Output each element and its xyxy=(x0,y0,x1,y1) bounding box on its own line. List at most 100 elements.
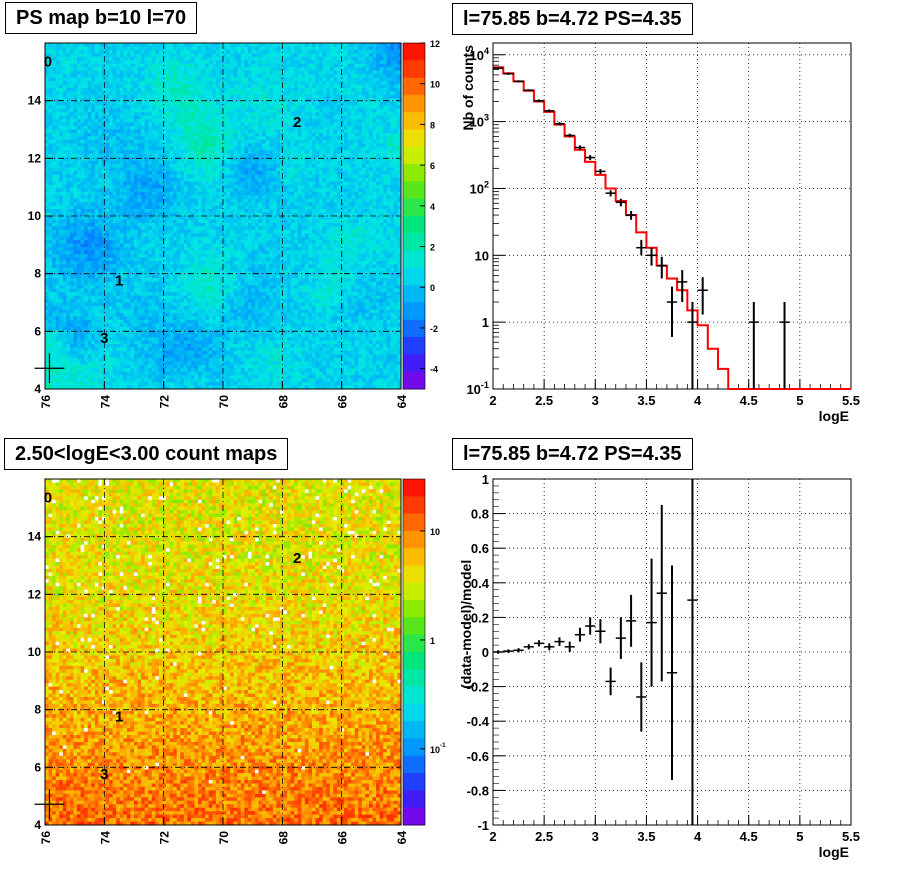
heatmap-cell xyxy=(219,43,224,47)
heatmap-cell xyxy=(230,126,235,130)
heatmap-cell xyxy=(287,122,292,127)
heatmap-cell xyxy=(312,84,316,89)
heatmap-cell xyxy=(45,184,49,189)
heatmap-cell xyxy=(105,105,110,110)
heatmap-cell xyxy=(354,212,359,217)
heatmap-cell xyxy=(141,115,146,120)
heatmap-cell xyxy=(230,171,235,175)
heatmap-cell xyxy=(66,171,71,175)
heatmap-cell xyxy=(180,160,185,165)
heatmap-cell xyxy=(361,91,366,96)
heatmap-cell xyxy=(173,77,178,82)
heatmap-cell xyxy=(383,171,388,175)
heatmap-cell xyxy=(169,146,174,151)
heatmap-cell xyxy=(376,108,381,113)
heatmap-cell xyxy=(329,164,334,168)
heatmap-cell xyxy=(365,174,370,179)
heatmap-cell xyxy=(351,63,356,68)
heatmap-cell xyxy=(393,160,398,165)
heatmap-cell xyxy=(141,177,146,182)
heatmap-cell xyxy=(301,202,306,207)
heatmap-cell xyxy=(297,136,302,141)
heatmap-cell xyxy=(130,209,135,213)
heatmap-cell xyxy=(101,181,106,186)
heatmap-cell xyxy=(59,160,64,165)
heatmap-cell xyxy=(73,157,78,162)
heatmap-cell xyxy=(144,184,149,189)
heatmap-cell xyxy=(390,70,395,75)
heatmap-cell xyxy=(208,195,213,200)
heatmap-cell xyxy=(223,202,227,207)
heatmap-cell xyxy=(141,126,146,130)
heatmap-cell xyxy=(187,70,192,75)
heatmap-cell xyxy=(372,112,377,117)
heatmap-cell xyxy=(151,181,156,186)
heatmap-cell xyxy=(141,171,146,175)
heatmap-cell xyxy=(130,119,135,123)
heatmap-cell xyxy=(326,101,331,106)
heatmap-cell xyxy=(376,205,381,210)
heatmap-cell xyxy=(344,101,348,106)
heatmap-cell xyxy=(262,191,267,196)
heatmap-cell xyxy=(180,143,185,148)
heatmap-cell xyxy=(201,146,206,151)
heatmap-cell xyxy=(315,53,320,58)
heatmap-cell xyxy=(45,84,49,89)
heatmap-cell xyxy=(77,202,81,207)
heatmap-cell xyxy=(308,174,313,179)
heatmap-cell xyxy=(98,115,103,120)
heatmap-cell xyxy=(351,115,356,120)
heatmap-cell xyxy=(190,60,195,65)
heatmap-cell xyxy=(205,87,210,92)
heatmap-cell xyxy=(383,126,388,130)
heatmap-cell xyxy=(304,198,309,203)
heatmap-cell xyxy=(84,108,89,113)
heatmap-cell xyxy=(290,129,295,134)
heatmap-cell xyxy=(244,212,249,217)
heatmap-cell xyxy=(383,46,388,51)
heatmap-cell xyxy=(183,174,188,179)
heatmap-cell xyxy=(84,198,89,203)
heatmap-cell xyxy=(205,132,210,137)
heatmap-cell xyxy=(155,167,160,172)
heatmap-cell xyxy=(119,81,124,85)
heatmap-cell xyxy=(258,122,263,127)
heatmap-cell xyxy=(336,74,341,78)
heatmap-cell xyxy=(119,122,124,127)
heatmap-cell xyxy=(126,195,131,200)
heatmap-cell xyxy=(269,205,274,210)
heatmap-cell xyxy=(105,81,110,85)
heatmap-cell xyxy=(169,150,174,155)
heatmap-cell xyxy=(55,153,60,158)
heatmap-cell xyxy=(276,181,281,186)
heatmap-cell xyxy=(119,164,124,168)
heatmap-cell xyxy=(287,46,292,51)
heatmap-cell xyxy=(397,63,402,68)
heatmap-cell xyxy=(116,49,121,54)
heatmap-cell xyxy=(59,67,64,72)
heatmap-cell xyxy=(333,177,338,182)
heatmap-cell xyxy=(237,164,242,168)
heatmap-cell xyxy=(329,171,334,175)
heatmap-cell xyxy=(80,53,85,58)
heatmap-cell xyxy=(297,115,302,120)
heatmap-cell xyxy=(62,94,67,99)
heatmap-cell xyxy=(304,84,309,89)
heatmap-cell xyxy=(290,77,295,82)
heatmap-cell xyxy=(272,46,277,51)
heatmap-cell xyxy=(308,115,313,120)
heatmap-cell xyxy=(205,77,210,82)
heatmap-cell xyxy=(376,171,381,175)
heatmap-cell xyxy=(198,136,203,141)
heatmap-cell xyxy=(240,188,245,193)
heatmap-cell xyxy=(73,174,78,179)
heatmap-cell xyxy=(162,112,167,117)
heatmap-cell xyxy=(158,60,163,65)
heatmap-cell xyxy=(312,164,316,168)
heatmap-cell xyxy=(187,181,192,186)
heatmap-cell xyxy=(397,188,402,193)
heatmap-cell xyxy=(69,136,74,141)
heatmap-cell xyxy=(105,143,110,148)
heatmap-cell xyxy=(347,63,352,68)
heatmap-cell xyxy=(297,108,302,113)
